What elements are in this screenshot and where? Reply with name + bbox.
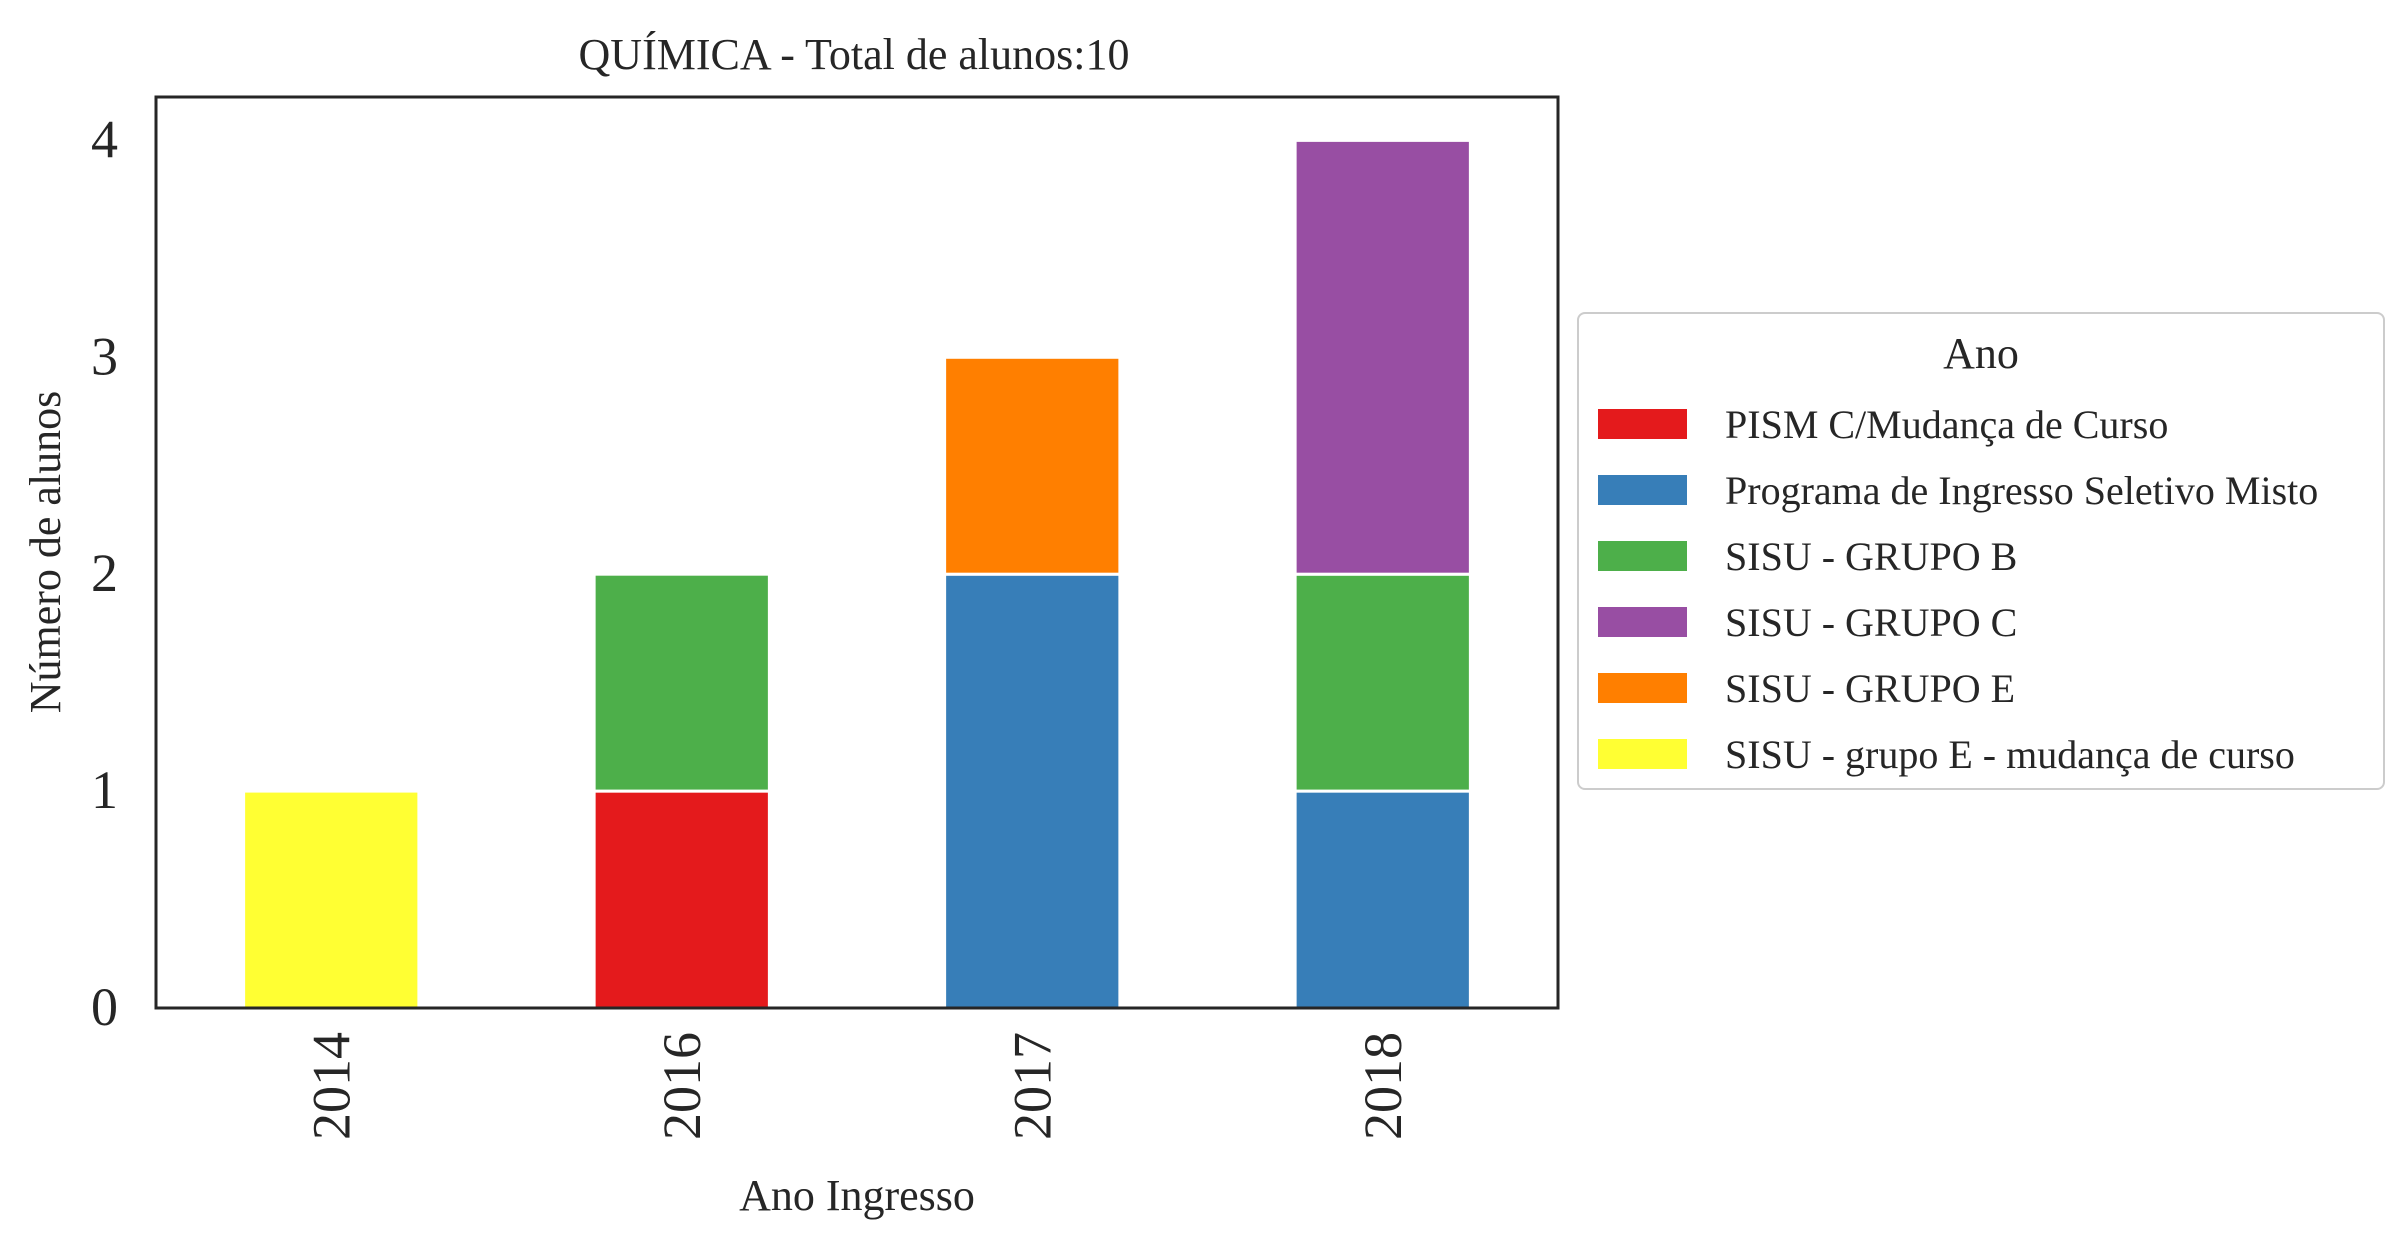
y-tick-label: 4 <box>91 109 118 169</box>
y-tick-label: 2 <box>91 543 118 603</box>
x-tick-label: 2014 <box>301 1032 361 1140</box>
bar-segment-2018-2 <box>1293 572 1472 793</box>
bar-segment-2017-4 <box>943 355 1122 576</box>
bar-segment-2016-0 <box>592 789 771 1010</box>
y-ticks-group: 0 1 2 3 4 <box>91 109 118 1037</box>
legend-item: SISU - GRUPO C <box>1598 590 2017 654</box>
y-tick-label: 3 <box>91 326 118 386</box>
bar-segment-2017-1 <box>943 572 1122 1010</box>
legend-label: SISU - grupo E - mudança de curso <box>1725 731 2295 777</box>
bar-segment-2018-1 <box>1293 789 1472 1010</box>
legend-item: PISM C/Mudança de Curso <box>1598 392 2168 456</box>
legend-swatch <box>1598 607 1687 637</box>
legend-label: Programa de Ingresso Seletivo Misto <box>1725 467 2319 513</box>
chart-title: QUÍMICA - Total de alunos:10 <box>579 30 1130 79</box>
legend-item: SISU - grupo E - mudança de curso <box>1598 722 2295 786</box>
plot-frame <box>154 95 1560 1010</box>
legend-item: SISU - GRUPO B <box>1598 524 2017 588</box>
x-axis-label: Ano Ingresso <box>739 1171 975 1220</box>
legend-swatch <box>1598 673 1687 703</box>
legend-swatch <box>1598 541 1687 571</box>
legend-label: SISU - GRUPO E <box>1725 665 2016 711</box>
bar-segment-2014-5 <box>242 789 421 1010</box>
bar-segment-2016-2 <box>592 572 771 793</box>
x-ticks-group: 2014 2016 2017 2018 <box>301 1032 1413 1140</box>
legend-label: SISU - GRUPO B <box>1725 533 2018 579</box>
x-tick-label: 2017 <box>1002 1032 1062 1140</box>
legend-label: SISU - GRUPO C <box>1725 599 2018 645</box>
legend-swatch <box>1598 739 1687 769</box>
x-tick-label: 2016 <box>652 1032 712 1140</box>
legend-title: Ano <box>1943 329 2019 378</box>
bars-group <box>242 138 1472 1010</box>
legend-swatch <box>1598 475 1687 505</box>
x-tick-label: 2018 <box>1353 1032 1413 1140</box>
y-tick-label: 0 <box>91 977 118 1037</box>
y-tick-label: 1 <box>91 760 118 820</box>
legend-item: SISU - GRUPO E <box>1598 656 2015 720</box>
legend-item: Programa de Ingresso Seletivo Misto <box>1598 458 2318 522</box>
legend-label: PISM C/Mudança de Curso <box>1725 401 2169 447</box>
y-axis-label: Número de alunos <box>21 391 70 714</box>
legend: Ano PISM C/Mudança de Curso Programa de I… <box>1577 312 2385 790</box>
bar-segment-2018-3 <box>1293 138 1472 576</box>
legend-swatch <box>1598 409 1687 439</box>
